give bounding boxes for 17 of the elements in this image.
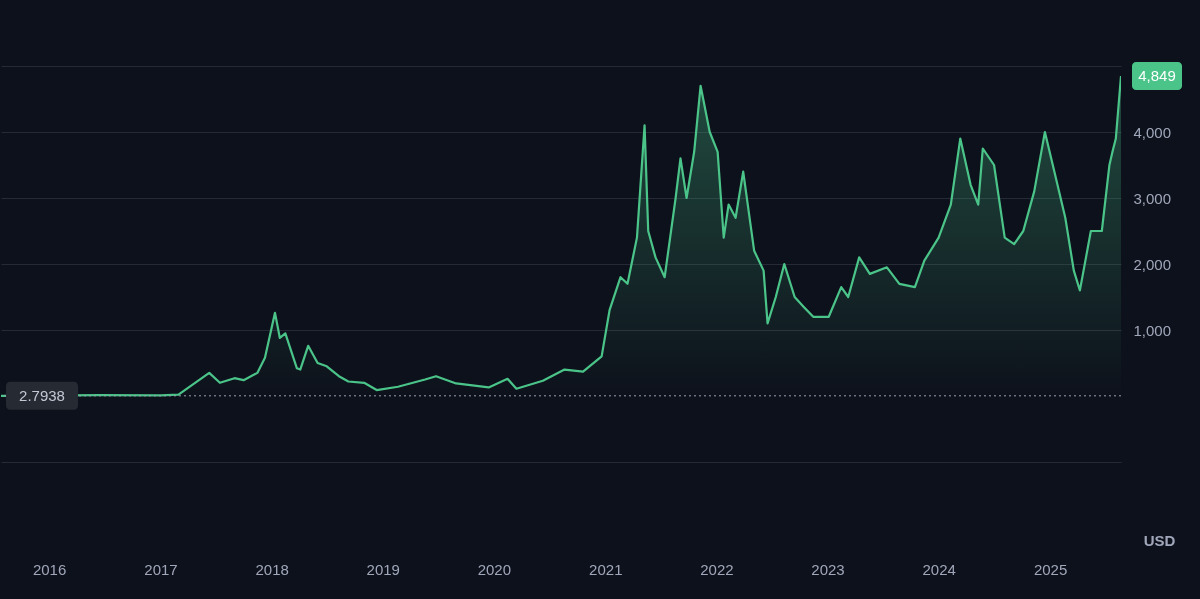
x-tick-label: 2021 — [589, 560, 623, 578]
x-tick-label: 2017 — [144, 560, 178, 578]
x-tick-label: 2022 — [700, 560, 734, 578]
x-tick-label: 2019 — [366, 560, 400, 578]
y-axis-title: USD — [1143, 531, 1176, 549]
x-tick-label: 2024 — [922, 560, 956, 578]
x-tick-label: 2025 — [1033, 560, 1068, 578]
y-tick-label: 1,000 — [1133, 321, 1172, 339]
y-tick-label: 3,000 — [1133, 189, 1172, 207]
x-tick-label: 2018 — [255, 560, 289, 578]
ref-line-label: 2.7938 — [19, 386, 65, 404]
y-tick-label: 2,000 — [1133, 255, 1172, 273]
x-tick-label: 2020 — [477, 560, 512, 578]
y-tick-label: 4,000 — [1133, 123, 1172, 141]
x-tick-label: 2023 — [811, 560, 845, 578]
x-tick-label: 2016 — [32, 560, 67, 578]
annotation: 4,849 — [1138, 66, 1176, 84]
